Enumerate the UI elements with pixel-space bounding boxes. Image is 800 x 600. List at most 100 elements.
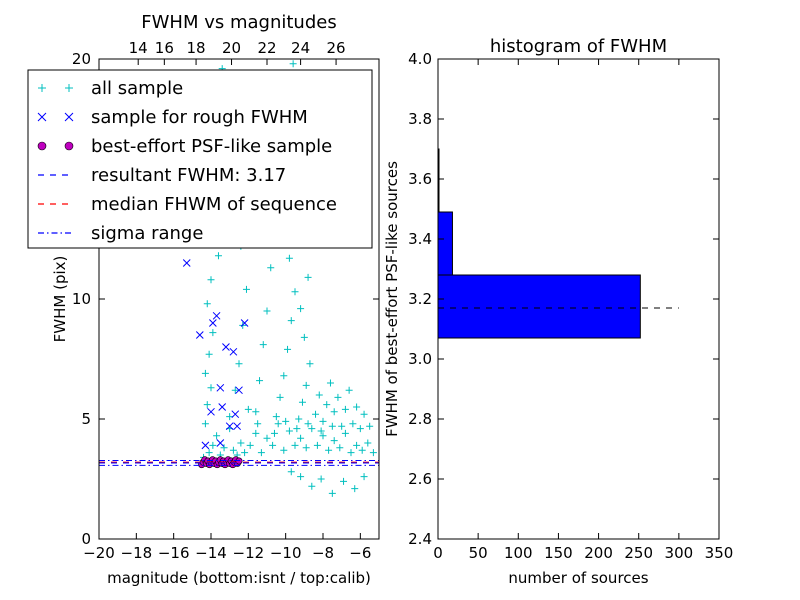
right-xtick-label: 50	[469, 544, 488, 562]
all-sample-point	[231, 386, 239, 394]
all-sample-point	[312, 410, 320, 418]
all-sample-point	[252, 429, 260, 437]
right-xtick-label: 300	[665, 544, 694, 562]
all-sample-point	[287, 317, 295, 325]
all-sample-point	[207, 276, 215, 284]
all-sample-point	[285, 427, 293, 435]
all-sample-point	[297, 305, 305, 313]
all-sample-point	[263, 307, 271, 315]
right-xtick-label: 100	[504, 544, 533, 562]
all-sample-point	[267, 264, 275, 272]
all-sample-point	[284, 345, 292, 353]
right-xtick-label: 150	[544, 544, 573, 562]
all-sample-point	[242, 285, 250, 293]
rough-sample-point	[195, 331, 204, 339]
histogram-bar	[437, 211, 453, 276]
all-sample-point	[304, 420, 312, 428]
all-sample-point	[313, 441, 321, 449]
legend-entry-label: sigma range	[91, 223, 203, 244]
all-sample-point	[263, 434, 271, 442]
all-sample-point	[328, 489, 336, 497]
left-xtick-label: −8	[312, 544, 334, 562]
all-sample-point	[328, 422, 336, 430]
all-sample-point	[351, 485, 359, 493]
legend: all sample sample for rough FWHM best-effo…	[27, 69, 373, 249]
all-sample-point	[246, 441, 254, 449]
right-xtick-label: 0	[433, 544, 443, 562]
left-top-tick-label: 26	[327, 39, 346, 57]
legend-x-marker	[37, 112, 47, 122]
all-sample-point	[304, 273, 312, 281]
right-xtick-label: 250	[624, 544, 653, 562]
all-sample-point	[306, 360, 314, 368]
left-xtick-label: −16	[158, 544, 190, 562]
right-ytick-label: 3.2	[408, 290, 432, 308]
all-sample-point	[213, 432, 221, 440]
all-sample-point	[201, 369, 209, 377]
legend-entry-label: median FHWM of sequence	[91, 194, 337, 215]
all-sample-point	[297, 434, 305, 442]
all-sample-point	[360, 410, 368, 418]
all-sample-point	[302, 381, 310, 389]
left-ytick-label: 20	[72, 50, 91, 68]
right-ytick-label: 3.0	[408, 350, 432, 368]
rough-sample-point	[201, 441, 210, 450]
all-sample-point	[334, 393, 342, 401]
rough-sample-point	[218, 403, 227, 411]
all-sample-point	[366, 422, 374, 430]
all-sample-point	[241, 449, 249, 457]
legend-entry-label: sample for rough FWHM	[91, 107, 308, 128]
rough-sample-point	[212, 311, 221, 320]
left-top-tick-label: 18	[187, 39, 206, 57]
left-top-tick-label: 22	[257, 39, 276, 57]
all-sample-point	[300, 333, 308, 341]
all-sample-point	[317, 427, 325, 435]
rough-sample-point	[222, 343, 230, 351]
all-sample-point	[276, 393, 284, 401]
right-xtick-label: 200	[584, 544, 613, 562]
right-ytick-label: 3.8	[408, 110, 432, 128]
left-y-axis-label: FWHM (pix)	[51, 256, 69, 343]
left-xtick-label: −12	[233, 544, 265, 562]
all-sample-point	[289, 60, 297, 68]
all-sample-point	[285, 254, 293, 262]
right-ytick-label: 2.6	[408, 470, 432, 488]
legend-x-marker	[64, 112, 74, 122]
rough-sample-point	[231, 410, 240, 419]
all-sample-point	[319, 432, 327, 440]
all-sample-point	[308, 425, 316, 433]
all-sample-point	[341, 405, 349, 413]
all-sample-point	[254, 420, 262, 428]
all-sample-point	[282, 417, 290, 425]
legend-entry-label: all sample	[91, 78, 183, 99]
all-sample-point	[298, 398, 306, 406]
all-sample-point	[209, 441, 217, 449]
legend-circle-marker	[37, 141, 47, 151]
all-sample-point	[269, 441, 277, 449]
left-xtick-label: −10	[270, 544, 302, 562]
left-top-tick-label: 16	[155, 39, 174, 57]
right-y-axis-label: FWHM of best-effort PSF-like sources	[383, 161, 401, 437]
right-chart-title: histogram of FWHM	[490, 36, 667, 57]
all-sample-point	[319, 417, 327, 425]
legend-box	[27, 69, 373, 249]
all-sample-point	[295, 415, 303, 423]
all-sample-point	[323, 401, 331, 409]
all-sample-point	[315, 391, 323, 399]
legend-entry-label: resultant FWHM: 3.17	[91, 165, 286, 186]
rough-sample-point	[229, 347, 238, 356]
all-sample-point	[358, 446, 366, 454]
all-sample-point	[336, 444, 344, 452]
all-sample-point	[280, 446, 288, 454]
all-sample-point	[287, 468, 295, 476]
rough-sample-point	[182, 259, 191, 267]
all-sample-point	[338, 422, 346, 430]
left-xtick-label: −20	[83, 544, 115, 562]
right-ytick-label: 3.4	[408, 230, 432, 248]
all-sample-point	[364, 439, 372, 447]
legend-circle-marker	[64, 141, 74, 151]
all-sample-point	[297, 473, 305, 481]
all-sample-point	[244, 405, 252, 413]
all-sample-point	[252, 408, 260, 416]
